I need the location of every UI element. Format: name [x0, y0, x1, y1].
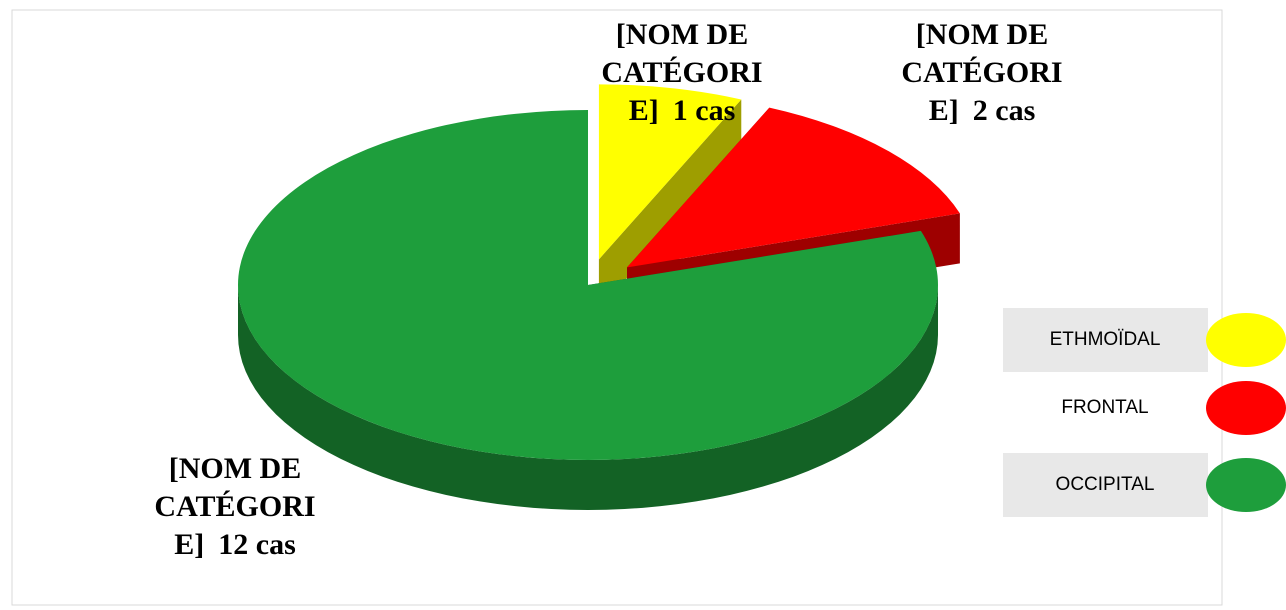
legend-label: ETHMOÏDAL [1050, 329, 1161, 350]
data-label: [NOM DE CATÉGORIE] 12 cas [145, 450, 325, 564]
slice [237, 110, 938, 460]
frame [11, 9, 1223, 606]
legend-label: FRONTAL [1061, 397, 1148, 418]
legend-box [1003, 308, 1208, 372]
data-label-value: 1 cas [672, 94, 736, 127]
data-label-category: [NOM DE CATÉGORIE] [601, 18, 763, 127]
legend-label: OCCIPITAL [1056, 474, 1155, 495]
data-label: [NOM DE CATÉGORIE] 1 cas [592, 16, 772, 130]
slice [598, 84, 742, 260]
legend-marker [1206, 458, 1286, 512]
data-label: [NOM DE CATÉGORIE] 2 cas [892, 16, 1072, 130]
data-label-category: [NOM DE CATÉGORIE] [901, 18, 1063, 127]
slice-side [238, 285, 938, 510]
data-label-value: 12 cas [218, 528, 296, 561]
data-label-category: [NOM DE CATÉGORIE] [154, 452, 316, 561]
pie-tops [237, 84, 960, 460]
slice-wall [598, 99, 742, 310]
legend-marker [1206, 313, 1286, 367]
slice [627, 107, 960, 268]
data-label-value: 2 cas [972, 94, 1036, 127]
legend-box [1003, 453, 1208, 517]
legend-marker [1206, 381, 1286, 435]
